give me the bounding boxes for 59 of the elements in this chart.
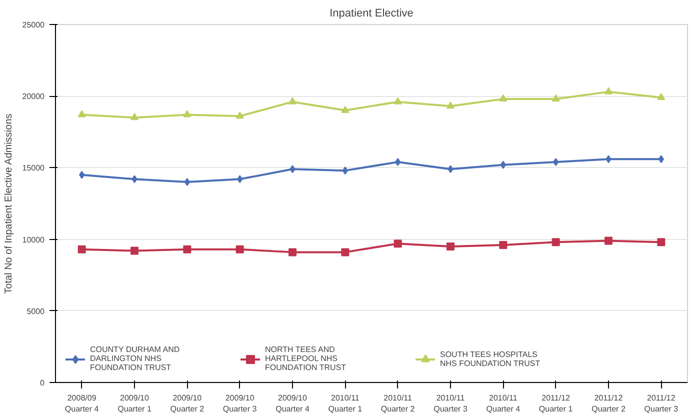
y-tick-label: 10000 — [22, 235, 46, 244]
y-axis-title: Total No of Inpatient Elective Admissions — [3, 114, 14, 294]
chart-title: Inpatient Elective — [330, 8, 414, 20]
x-tick-label: 2011/12 Quarter 2 — [592, 394, 626, 414]
point — [132, 175, 138, 184]
point — [604, 236, 612, 245]
y-tick-label: 5000 — [26, 306, 46, 316]
legend-label: NORTH TEES AND HARTLEPOOL NHS FOUNDATION TRUST — [265, 345, 348, 372]
point — [183, 245, 192, 254]
point — [288, 97, 296, 104]
point — [394, 97, 402, 104]
x-tick-label: 2009/10 Quarter 1 — [118, 394, 152, 414]
x-tick-label: 2009/10 Quarter 3 — [222, 394, 258, 414]
x-tick-label: 2010/11 Quarter 3 — [434, 394, 468, 414]
x-tick-label: 2011/12 Quarter 3 — [644, 394, 679, 414]
point — [448, 165, 454, 174]
point — [184, 178, 190, 186]
point — [341, 106, 350, 113]
point — [290, 165, 296, 174]
point — [288, 248, 296, 256]
x-tick-label: 2008/09 Quarter 4 — [64, 394, 100, 414]
point — [236, 112, 244, 119]
point — [395, 158, 401, 166]
point — [237, 175, 243, 184]
x-tick-label: 2009/10 Quarter 2 — [170, 394, 205, 414]
point — [130, 246, 138, 255]
x-tick-label: 2010/11 Quarter 2 — [380, 394, 416, 414]
point — [606, 155, 612, 164]
point — [183, 110, 192, 118]
y-tick-label: 0 — [40, 378, 46, 388]
point — [658, 155, 664, 164]
point — [79, 170, 85, 179]
point — [499, 94, 508, 102]
x-tick-label: 2010/11 Quarter 1 — [328, 394, 363, 414]
point — [604, 87, 612, 94]
point — [552, 94, 560, 102]
point — [130, 113, 138, 120]
point — [78, 110, 86, 118]
x-tick-label: 2009/10 Quarter 4 — [276, 394, 310, 414]
point — [342, 166, 348, 175]
x-tick-label: 2010/11 Quarter 4 — [486, 394, 521, 414]
point — [500, 160, 506, 169]
legend-label: SOUTH TEES HOSPITALS NHS FOUNDATION TRUST — [440, 350, 542, 368]
point — [341, 248, 350, 256]
y-tick-label: 15000 — [22, 164, 46, 173]
point — [446, 242, 454, 250]
legend-label: COUNTY DURHAM AND DARLINGTON NHS FOUNDATION TRUST — [90, 345, 181, 372]
y-tick-label: 25000 — [22, 20, 46, 30]
x-tick-label: 2011/12 Quarter 1 — [538, 394, 574, 414]
point — [552, 238, 560, 246]
point — [499, 241, 508, 250]
y-tick-label: 20000 — [22, 92, 46, 102]
point — [657, 92, 666, 100]
point — [78, 245, 86, 254]
point — [657, 238, 666, 246]
point — [553, 158, 559, 166]
point — [236, 245, 244, 254]
point — [394, 240, 402, 248]
point — [446, 102, 454, 109]
